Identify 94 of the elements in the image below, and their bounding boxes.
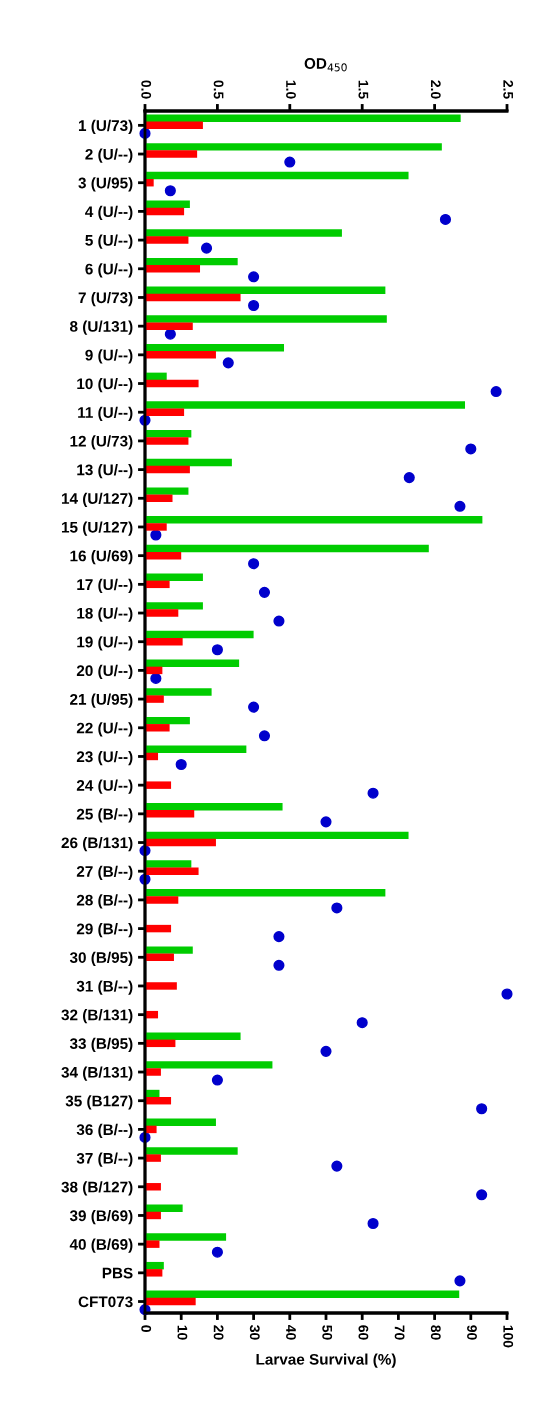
y-tick-label: 21 (U/95) xyxy=(70,693,133,708)
point xyxy=(490,386,502,398)
y-tick-label: 11 (U/--) xyxy=(78,406,133,421)
point xyxy=(320,816,332,828)
point xyxy=(258,586,271,598)
point xyxy=(454,500,466,512)
y-tick-label: 29 (B/--) xyxy=(76,923,133,938)
y-tick-label: 23 (U/--) xyxy=(76,750,133,766)
y-tick-label: 32 (B/131) xyxy=(61,1009,133,1024)
point xyxy=(439,213,452,225)
point xyxy=(248,271,260,283)
point xyxy=(222,357,234,369)
x-tick-label: 70 xyxy=(394,1325,405,1340)
x2-axis-title: OD$_{450}$ xyxy=(304,58,347,72)
y-tick-label: 8 (U/131) xyxy=(70,320,133,335)
point xyxy=(465,443,477,455)
point xyxy=(175,758,187,771)
y-tick-label: 24 (U/--) xyxy=(76,779,133,794)
point xyxy=(476,1189,488,1201)
y-tick-label: 27 (B/--) xyxy=(76,865,133,880)
y-tick-label: 31 (B/--) xyxy=(76,980,133,995)
point xyxy=(211,1246,223,1258)
y-tick-label: 26 (B/131) xyxy=(61,836,133,852)
x2-tick-label: 1.5 xyxy=(358,80,369,99)
y-tick-label: 10 (U/--) xyxy=(77,377,133,393)
point xyxy=(248,701,260,713)
x-tick-label: 0 xyxy=(141,1325,152,1332)
x2-tick-label: 2.0 xyxy=(430,80,441,99)
point xyxy=(273,959,285,971)
x-axis-title: Larvae Survival (%) xyxy=(256,1353,396,1368)
y-tick-label: 36 (B/--) xyxy=(76,1123,133,1139)
x2-tick-label: 2.5 xyxy=(503,80,514,99)
x-tick-label: 90 xyxy=(467,1325,477,1340)
point xyxy=(248,558,260,570)
y-tick-label: 35 (B127) xyxy=(65,1095,133,1110)
x2-tick-label: 1.0 xyxy=(286,80,296,99)
y-tick-label: 9 (U/--) xyxy=(85,349,133,364)
x-tick-label: 80 xyxy=(430,1325,441,1340)
y-tick-label: CFT073 xyxy=(78,1296,133,1308)
point xyxy=(211,644,223,656)
y-tick-label: 19 (U/--) xyxy=(77,636,133,651)
y-tick-label: 7 (U/73) xyxy=(78,291,133,307)
point xyxy=(403,472,415,484)
y-tick-label: 16 (U/69) xyxy=(70,550,133,565)
point xyxy=(200,242,213,254)
y-tick-label: 18 (U/--) xyxy=(77,607,133,622)
y-tick-label: 33 (B/95) xyxy=(69,1037,133,1053)
x-tick-label: 100 xyxy=(503,1325,514,1348)
x-tick-label: 10 xyxy=(177,1325,188,1340)
point xyxy=(320,1045,332,1057)
y-tick-label: 34 (B/131) xyxy=(61,1066,133,1081)
point xyxy=(284,156,296,168)
y-tick-label: 20 (U/--) xyxy=(76,664,133,680)
x2-tick-label: 0.5 xyxy=(213,80,224,99)
y-tick-label: 39 (B/69) xyxy=(69,1209,133,1225)
x2-tick-label: 0.0 xyxy=(141,80,152,99)
y-tick-label: 1 (U/73) xyxy=(78,119,133,135)
x-tick-label: 20 xyxy=(213,1325,224,1340)
y-tick-label: 14 (U/127) xyxy=(61,492,133,507)
y-tick-label: 15 (U/127) xyxy=(61,521,133,536)
point xyxy=(258,730,271,742)
x-tick-label: 60 xyxy=(358,1325,369,1340)
y-tick-label: 30 (B/95) xyxy=(69,951,133,966)
y-tick-label: 40 (B/69) xyxy=(69,1238,133,1253)
y-tick-label: 3 (U/95) xyxy=(78,177,133,192)
point xyxy=(331,902,343,914)
y-tick-label: 22 (U/--) xyxy=(76,722,133,737)
y-tick-label: 13 (U/--) xyxy=(77,464,133,479)
point xyxy=(273,615,285,627)
x-tick-label: 30 xyxy=(249,1325,260,1340)
x-tick-label: 40 xyxy=(286,1325,296,1340)
point xyxy=(273,931,285,943)
point xyxy=(164,185,176,197)
y-tick-label: 28 (B/--) xyxy=(76,894,133,909)
y-tick-label: 4 (U/--) xyxy=(85,205,133,221)
point xyxy=(356,1017,368,1029)
point xyxy=(367,787,379,799)
point xyxy=(501,988,513,1000)
y-tick-label: 2 (U/--) xyxy=(85,148,133,163)
y-tick-label: 25 (B/--) xyxy=(76,808,133,823)
y-tick-label: 38 (B/127) xyxy=(61,1181,133,1196)
x-tick-label: 50 xyxy=(322,1325,333,1340)
y-tick-label: 37 (B/--) xyxy=(76,1152,133,1167)
point xyxy=(211,1074,223,1086)
point xyxy=(454,1275,466,1287)
point xyxy=(331,1160,343,1172)
point xyxy=(476,1103,488,1115)
point xyxy=(248,299,260,312)
y-tick-label: 17 (U/--) xyxy=(77,578,133,594)
y-tick-label: 5 (U/--) xyxy=(85,234,133,249)
y-tick-label: 6 (U/--) xyxy=(85,263,133,278)
point xyxy=(367,1217,379,1230)
y-tick-label: 12 (U/73) xyxy=(70,435,133,450)
y-tick-label: PBS xyxy=(102,1267,133,1279)
